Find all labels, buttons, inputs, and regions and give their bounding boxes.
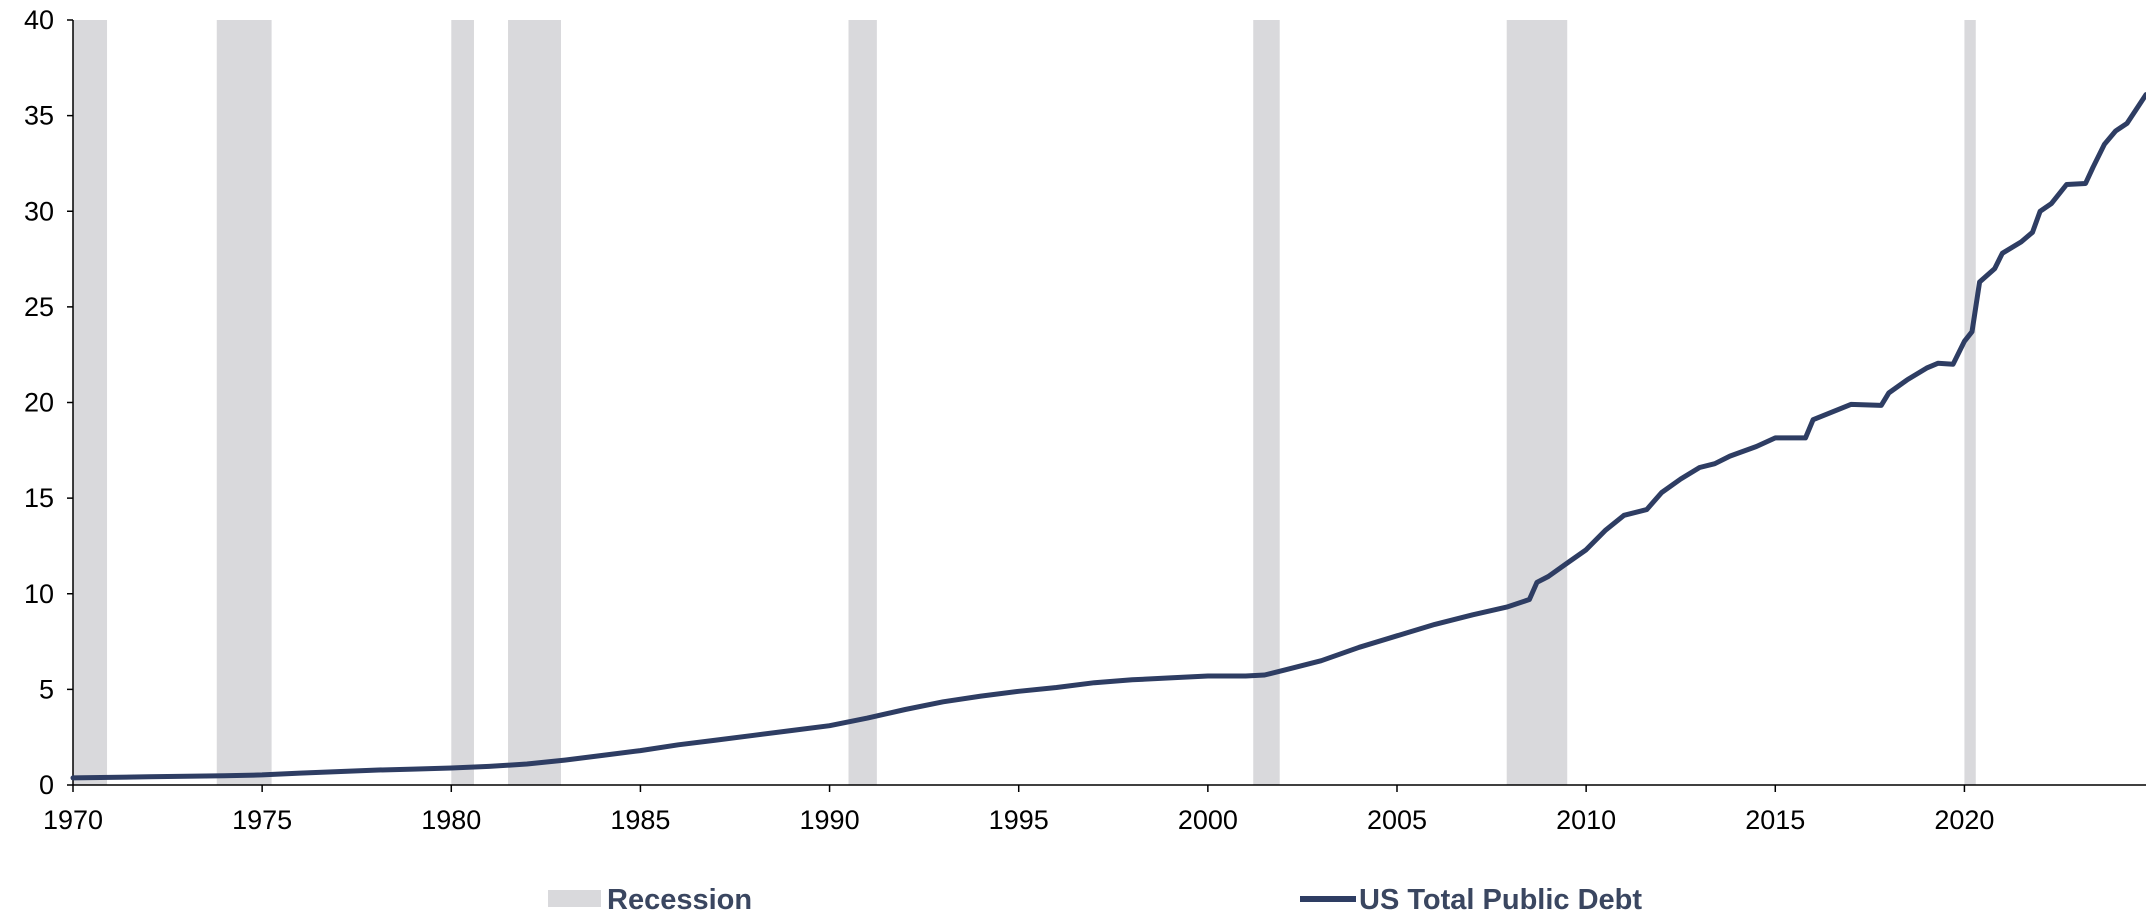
x-tick-label: 1970 [43,805,103,835]
series-layer [70,92,2146,781]
y-tick-label: 35 [24,101,54,131]
x-tick-label: 2020 [1934,805,1994,835]
recession-band-5 [848,20,877,785]
legend: Recession US Total Public Debt [548,884,1642,916]
x-tick-label: 1975 [232,805,292,835]
y-tick-label: 15 [24,483,54,513]
x-tick-label: 1995 [989,805,1049,835]
y-tick-label: 10 [24,579,54,609]
series-line-debt [70,92,2146,781]
recession-band-8 [1964,20,1976,785]
x-tick-label: 1990 [800,805,860,835]
x-tick-label: 1980 [421,805,481,835]
legend-recession-label: Recession [607,884,752,916]
legend-recession-swatch [548,890,601,907]
recession-band-7 [1506,20,1568,785]
x-tick-label: 2005 [1367,805,1427,835]
recession-band-2 [216,20,272,785]
recession-band-4 [508,20,561,785]
y-tick-label: 40 [24,5,54,35]
x-tick-label: 2010 [1556,805,1616,835]
y-tick-label: 30 [24,196,54,226]
recession-band-1 [73,20,108,785]
x-tick-label: 1985 [610,805,670,835]
axes: 0 5 10 15 20 25 30 35 40 1970 1975 1980 1985 1990 1995… [24,5,2146,835]
legend-series-label: US Total Public Debt [1359,884,1642,916]
y-tick-label: 20 [24,388,54,418]
recession-bands [73,20,1976,785]
recession-band-6 [1253,20,1280,785]
y-tick-label: 25 [24,292,54,322]
x-tick-label: 2015 [1745,805,1805,835]
recession-band-3 [451,20,474,785]
y-tick-label: 0 [39,770,54,800]
y-tick-label: 5 [39,674,54,704]
x-tick-label: 2000 [1178,805,1238,835]
